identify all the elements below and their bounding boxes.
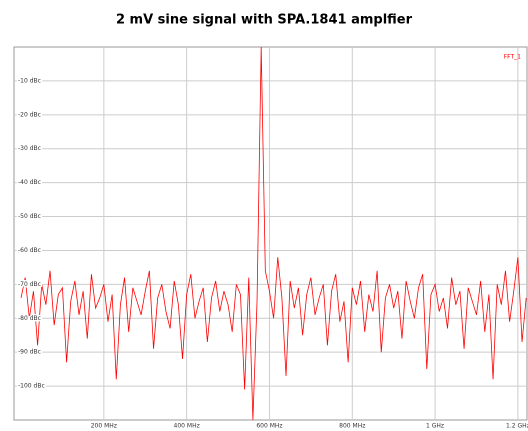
x-tick-label: 400 MHz [174,423,200,430]
x-tick-label: 800 MHz [339,423,365,430]
x-tick-label: 1.2 GHz [506,423,528,430]
chart-title: 2 mV sine signal with SPA.1841 amplfier [116,13,413,28]
y-tick-label: -50 dBc [18,213,41,220]
y-tick-label: -40 dBc [18,179,41,186]
y-tick-label: -10 dBc [18,77,41,84]
y-tick-label: -100 dBc [18,383,45,390]
y-tick-label: -90 dBc [18,349,41,356]
legend-entry: FFT_1 [504,54,521,61]
x-tick-label: 600 MHz [256,423,282,430]
plot-area [13,46,528,421]
y-tick-label: -20 dBc [18,111,41,118]
spectrum-line [20,46,527,421]
x-tick-label: 1 GHz [426,423,444,430]
y-tick-label: -80 dBc [18,315,41,322]
x-tick-label: 200 MHz [91,423,117,430]
y-tick-label: -30 dBc [18,145,41,152]
y-tick-label: -60 dBc [18,247,41,254]
y-tick-label: -70 dBc [18,281,41,288]
